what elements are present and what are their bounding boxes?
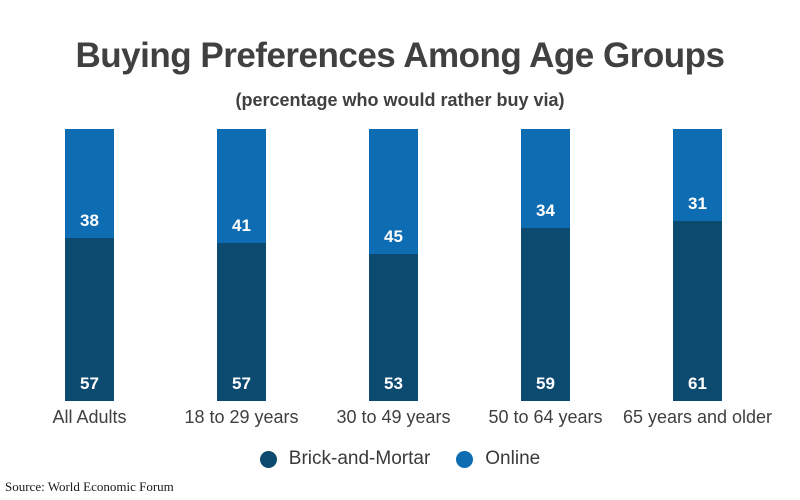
bar-value-online: 38 xyxy=(80,211,99,230)
bar-segment-online: 34 xyxy=(521,129,570,228)
bar-segment-brick-and-mortar: 59 xyxy=(521,228,570,401)
chart-title: Buying Preferences Among Age Groups xyxy=(75,36,725,75)
source-attribution: Source: World Economic Forum xyxy=(5,479,174,494)
legend-item-online: Online xyxy=(456,448,540,470)
brick-and-mortar-swatch-icon xyxy=(259,450,277,468)
chart-subtitle: (percentage who would rather buy via) xyxy=(235,90,565,110)
bar-value-online: 45 xyxy=(384,227,403,246)
bar-segment-brick-and-mortar: 61 xyxy=(673,221,722,401)
online-swatch-icon xyxy=(456,450,474,468)
bar-value-brick-and-mortar: 57 xyxy=(80,374,99,393)
bar-segment-online: 45 xyxy=(369,129,418,254)
stacked-bar: 41 57 xyxy=(217,129,266,401)
bar-value-brick-and-mortar: 57 xyxy=(232,374,251,393)
legend-item-brick-and-mortar: Brick-and-Mortar xyxy=(259,448,431,470)
bar-segment-brick-and-mortar: 57 xyxy=(217,243,266,401)
stacked-bar: 31 61 xyxy=(673,129,722,401)
category-label: 50 to 64 years xyxy=(488,407,603,427)
category-label: All Adults xyxy=(52,407,127,427)
category-label: 18 to 29 years xyxy=(184,407,299,427)
bar-value-online: 34 xyxy=(536,201,555,220)
bar-segment-online: 31 xyxy=(673,129,722,221)
bar-segment-brick-and-mortar: 53 xyxy=(369,254,418,401)
stacked-bar: 38 57 xyxy=(65,129,114,401)
bar-value-brick-and-mortar: 61 xyxy=(688,374,707,393)
bar-segment-brick-and-mortar: 57 xyxy=(65,238,114,401)
bar-value-brick-and-mortar: 59 xyxy=(536,374,555,393)
category-label: 65 years and older xyxy=(622,407,773,427)
legend-label-online: Online xyxy=(485,448,541,469)
bar-value-online: 31 xyxy=(688,194,707,213)
legend-label-brick-and-mortar: Brick-and-Mortar xyxy=(288,448,431,469)
bar-value-online: 41 xyxy=(232,216,251,235)
stacked-bar: 34 59 xyxy=(521,129,570,401)
legend: Brick-and-Mortar Online xyxy=(0,448,800,470)
category-label: 30 to 49 years xyxy=(336,407,451,427)
stacked-bar: 45 53 xyxy=(369,129,418,401)
bar-segment-online: 38 xyxy=(65,129,114,238)
bar-value-brick-and-mortar: 53 xyxy=(384,374,403,393)
bar-segment-online: 41 xyxy=(217,129,266,243)
